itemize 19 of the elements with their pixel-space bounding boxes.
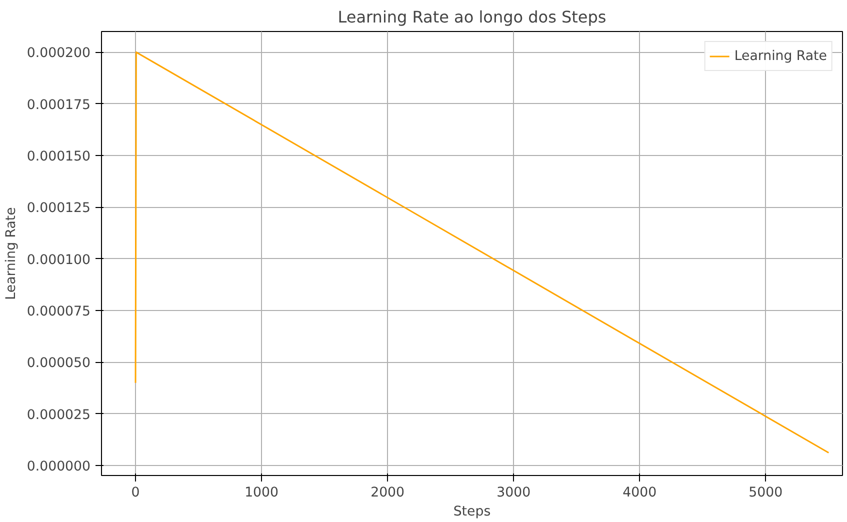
x-tick-label: 4000 bbox=[622, 486, 657, 500]
y-tick-label: 0.000150 bbox=[26, 150, 91, 165]
x-tick-label: 5000 bbox=[748, 486, 783, 500]
y-axis-title: Learning Rate bbox=[4, 207, 19, 300]
y-tick-label: 0.000175 bbox=[26, 98, 91, 113]
y-tick-label: 0.000100 bbox=[26, 252, 91, 268]
x-tick-label: 1000 bbox=[244, 486, 279, 500]
y-tick-label: 0.000200 bbox=[26, 46, 91, 62]
x-tick-label: 0 bbox=[131, 486, 140, 500]
x-axis-title: Steps bbox=[453, 504, 491, 520]
y-tick-label: 0.000000 bbox=[26, 460, 91, 475]
x-tick-label: 2000 bbox=[370, 486, 405, 500]
y-tick-label: 0.000050 bbox=[26, 356, 91, 372]
y-tick-label: 0.000125 bbox=[26, 201, 91, 216]
x-tick-label: 3000 bbox=[496, 486, 531, 500]
chart-title: Learning Rate ao longo dos Steps bbox=[338, 8, 606, 26]
legend-label: Learning Rate bbox=[734, 48, 827, 64]
y-tick-label: 0.000075 bbox=[26, 304, 91, 320]
y-tick-label: 0.000025 bbox=[26, 408, 91, 423]
